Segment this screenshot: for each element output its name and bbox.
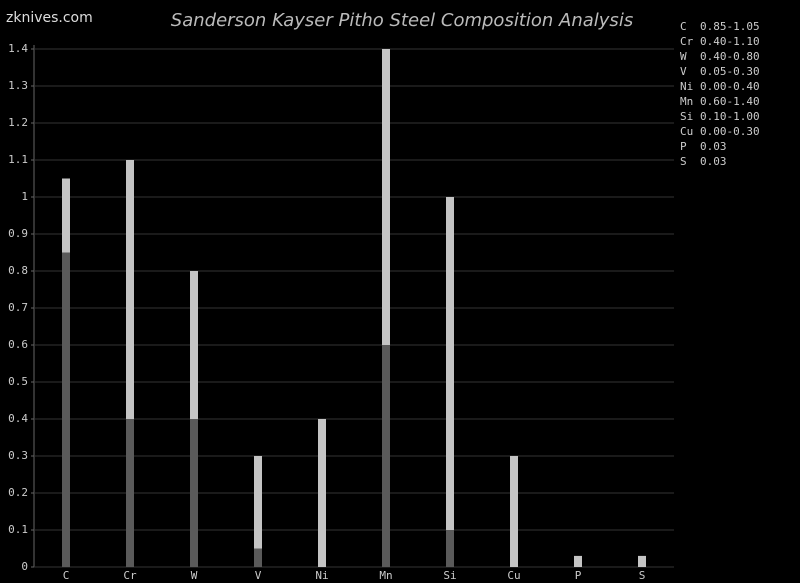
watermark: zknives.com: [6, 10, 93, 26]
bar-range: [126, 160, 134, 419]
x-tick-label: Cr: [123, 569, 137, 582]
y-tick-label: 0.9: [8, 227, 28, 240]
legend-range: 0.40-0.80: [700, 50, 760, 63]
bar-min: [254, 548, 262, 567]
x-tick-label: V: [255, 569, 262, 582]
y-tick-label: 0.5: [8, 375, 28, 388]
legend-range: 0.05-0.30: [700, 65, 760, 78]
legend-range: 0.85-1.05: [700, 20, 760, 33]
legend-element: C: [680, 20, 687, 33]
legend-range: 0.03: [700, 155, 727, 168]
legend-element: S: [680, 155, 687, 168]
y-tick-label: 0.1: [8, 523, 28, 536]
x-tick-label: Si: [443, 569, 456, 582]
legend-element: Ni: [680, 80, 693, 93]
bar-range: [318, 419, 326, 567]
bar-range: [62, 178, 70, 253]
x-tick-label: W: [191, 569, 198, 582]
legend-range: 0.03: [700, 140, 727, 153]
x-tick-label: S: [639, 569, 646, 582]
legend-range: 0.00-0.40: [700, 80, 760, 93]
legend-range: 0.40-1.10: [700, 35, 760, 48]
y-tick-label: 0: [21, 560, 28, 573]
legend-range: 0.10-1.00: [700, 110, 760, 123]
legend-element: P: [680, 140, 687, 153]
legend-element: Cu: [680, 125, 693, 138]
x-tick-label: Ni: [315, 569, 328, 582]
y-tick-label: 1.4: [8, 42, 28, 55]
bar-min: [126, 419, 134, 567]
y-tick-label: 0.6: [8, 338, 28, 351]
y-tick-label: 1.2: [8, 116, 28, 129]
legend-element: V: [680, 65, 687, 78]
legend-range: 0.60-1.40: [700, 95, 760, 108]
bar-range: [574, 555, 582, 567]
y-tick-label: 0.2: [8, 486, 28, 499]
y-tick-label: 0.8: [8, 264, 28, 277]
legend-element: Mn: [680, 95, 693, 108]
bar-min: [446, 530, 454, 567]
bar-min: [62, 252, 70, 567]
bar-range: [638, 555, 646, 567]
legend-element: Si: [680, 110, 693, 123]
x-tick-label: C: [63, 569, 70, 582]
bar-range: [382, 49, 390, 345]
bar-min: [190, 419, 198, 567]
x-tick-label: Mn: [379, 569, 392, 582]
chart-title: Sanderson Kayser Pitho Steel Composition…: [171, 10, 633, 31]
y-tick-label: 1: [21, 190, 28, 203]
y-tick-label: 1.3: [8, 79, 28, 92]
bar-range: [446, 197, 454, 530]
legend-element: Cr: [680, 35, 694, 48]
legend-element: W: [680, 50, 687, 63]
y-tick-label: 0.7: [8, 301, 28, 314]
bar-min: [382, 345, 390, 567]
y-tick-label: 0.3: [8, 449, 28, 462]
legend-range: 0.00-0.30: [700, 125, 760, 138]
y-tick-label: 0.4: [8, 412, 28, 425]
y-tick-label: 1.1: [8, 153, 28, 166]
x-tick-label: P: [575, 569, 582, 582]
x-tick-label: Cu: [507, 569, 520, 582]
bar-range: [190, 271, 198, 419]
bar-range: [510, 456, 518, 567]
bar-range: [254, 456, 262, 549]
